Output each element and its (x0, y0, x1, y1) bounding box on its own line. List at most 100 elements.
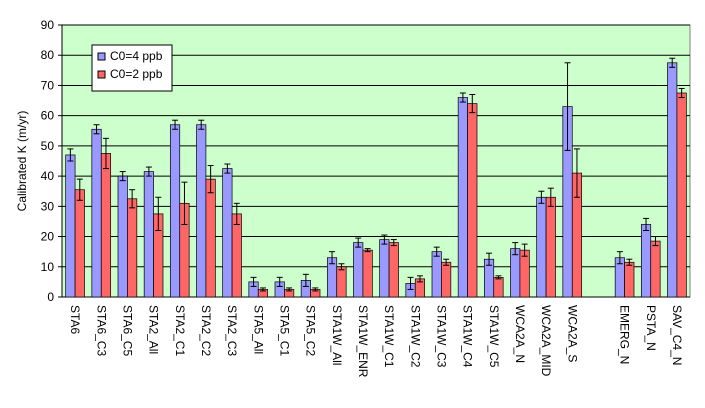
error-bar (198, 119, 205, 130)
error-bar (512, 242, 519, 256)
bar (169, 124, 181, 298)
error-bar (495, 275, 502, 280)
legend-swatch (97, 52, 106, 61)
bar (74, 189, 85, 298)
y-tick-label: 90 (41, 18, 55, 32)
x-tick-label: WCA2A_N (513, 305, 527, 363)
error-bar (93, 124, 100, 135)
bar (143, 171, 154, 298)
error-bar (678, 87, 685, 99)
y-tick-label: 30 (41, 199, 55, 213)
x-tick-label: STA1W_C5 (487, 305, 501, 368)
bar (222, 168, 233, 298)
y-tick-label: 10 (41, 260, 55, 274)
y-tick-label: 70 (41, 78, 55, 92)
bar (379, 239, 390, 298)
bar (336, 266, 347, 298)
bar (231, 213, 242, 298)
x-tick-label: STA5_All (251, 305, 265, 354)
error-bar (390, 239, 397, 247)
error-bar (669, 57, 676, 68)
bar (196, 124, 207, 298)
bar (117, 175, 128, 298)
error-bar (459, 92, 466, 103)
error-bar (233, 202, 240, 225)
error-bar (276, 276, 283, 287)
x-tick-label: WCA2A_S (565, 305, 579, 362)
bar (353, 242, 364, 298)
x-tick-label: STA6_C3 (94, 305, 108, 356)
x-tick-label: STA1W_C4 (461, 305, 475, 368)
bar (650, 240, 661, 298)
bar (493, 277, 504, 298)
error-bar (652, 236, 659, 247)
bar (519, 249, 530, 298)
error-bar (259, 287, 266, 292)
y-tick-label: 50 (41, 139, 55, 153)
x-tick-label: STA1W_C1 (382, 305, 396, 368)
error-bar (381, 234, 388, 245)
x-tick-label: STA2_C2 (199, 305, 213, 356)
legend-swatch (97, 70, 106, 79)
error-bar (547, 187, 554, 207)
x-tick-label: STA1W_C2 (408, 305, 422, 368)
error-bar (443, 258, 450, 266)
x-tick-label: EMERG_N (618, 305, 632, 364)
y-tick-label: 20 (41, 230, 55, 244)
x-tick-label: STA5_C2 (304, 305, 318, 356)
bar (536, 196, 547, 298)
bar (91, 128, 102, 298)
x-tick-label: PSTA_N (644, 305, 658, 351)
bar (457, 97, 468, 298)
error-bar (181, 181, 188, 225)
error-bar (416, 275, 423, 283)
y-axis-label: Calibrated K (m/yr) (15, 111, 29, 212)
error-bar (338, 263, 345, 271)
bar (640, 224, 652, 298)
bar (667, 62, 678, 298)
y-tick-label: 60 (41, 109, 55, 123)
error-bar (364, 248, 371, 253)
error-bar (616, 251, 623, 265)
bar (65, 154, 76, 298)
error-bar (250, 276, 257, 287)
error-bar (643, 217, 650, 232)
y-tick-label: 80 (41, 48, 55, 62)
bar (127, 198, 138, 298)
error-bar (486, 252, 493, 266)
bar (441, 261, 452, 298)
bar (624, 261, 635, 298)
x-tick-label: STA2_C1 (173, 305, 187, 356)
y-tick-label: 40 (41, 169, 55, 183)
bar (388, 242, 399, 298)
x-tick-label: STA2_All (147, 305, 161, 354)
bar (205, 178, 216, 298)
error-bar (564, 62, 571, 151)
x-tick-label: STA6_C5 (120, 305, 134, 356)
error-bar (102, 137, 109, 170)
error-bar (207, 165, 214, 194)
error-bar (312, 287, 319, 292)
error-bar (573, 148, 580, 198)
bar (676, 92, 687, 298)
error-bar (433, 246, 440, 257)
x-tick-label: STA1W_All (330, 305, 344, 365)
error-bar (469, 94, 476, 114)
error-bar (155, 196, 162, 232)
error-bar (521, 243, 528, 257)
error-bar (67, 148, 74, 162)
bar (467, 103, 478, 298)
x-tick-label: SAV_C4_N (670, 305, 684, 365)
legend-label: C0=4 ppb (110, 49, 163, 63)
y-tick-label: 0 (47, 290, 54, 304)
bar (362, 249, 373, 298)
bar (545, 196, 556, 298)
error-bar (302, 273, 309, 287)
error-bar (407, 276, 414, 290)
bar (100, 153, 112, 298)
x-tick-label: STA1W_ENR (356, 305, 370, 378)
error-bar (355, 237, 362, 248)
error-bar (76, 178, 83, 201)
error-bar (145, 166, 152, 177)
